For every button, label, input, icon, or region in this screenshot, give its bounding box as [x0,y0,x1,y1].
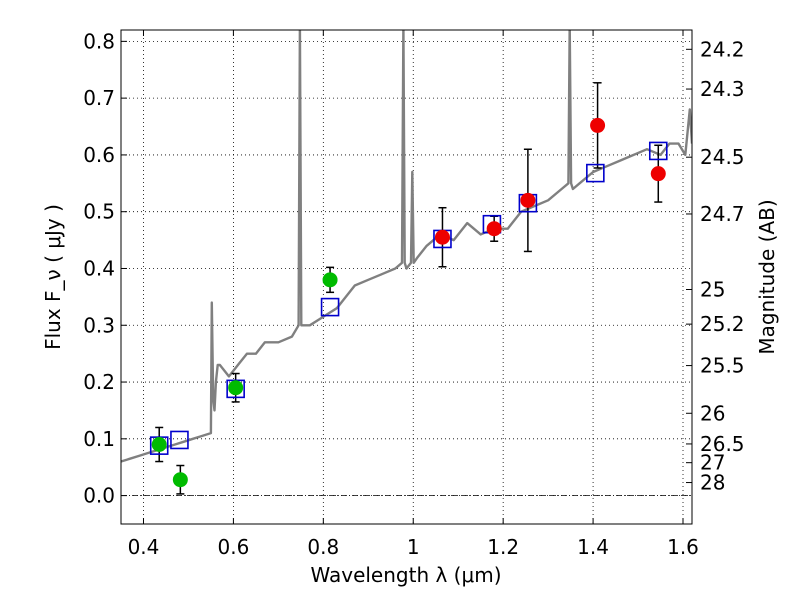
magnitude-tick-label: 25 [700,277,725,301]
magnitude-tick-label: 26.5 [700,432,745,456]
x-tick-label: 1 [407,535,420,559]
observed-point [322,272,338,288]
y-tick-label: 0.7 [83,86,115,110]
plot-frame [120,29,693,525]
magnitude-tick-label: 24.2 [700,37,745,61]
model-point [648,141,668,161]
spectrum-line [121,30,692,463]
model-photometry-points [149,141,668,455]
y-tick-labels: 0.0 0.1 0.2 0.3 0.4 0.5 0.6 0.7 0.8 [83,29,115,507]
x-tick-label: 1.6 [667,535,699,559]
y-tick-label: 0.4 [83,256,115,280]
observed-point [434,229,450,245]
observed-point [650,166,666,182]
model-point [586,163,605,183]
magnitude-tick-label: 24.7 [700,202,745,226]
observed-point [486,221,502,237]
y-tick-label: 0.3 [83,313,115,337]
x-tick-label: 0.4 [128,535,160,559]
magnitude-tick-label: 27 [700,451,725,475]
magnitude-axis-label: Magnitude (AB) [755,199,779,354]
magnitude-tick-label: 24.5 [700,145,745,169]
y-tick-label: 0.1 [83,427,115,451]
observed-point [520,192,536,208]
model-point [170,430,189,450]
y-axis-label: Flux F_ν ( μJy ) [41,204,65,350]
model-point [320,297,340,317]
observed-point [590,117,606,133]
x-axis-label: Wavelength λ (μm) [310,563,501,587]
observed-point [151,437,167,453]
magnitude-tick-label: 28 [700,471,725,495]
y-tick-label: 0.2 [83,370,115,394]
x-tick-label: 0.8 [307,535,339,559]
magnitude-tick-label: 26 [700,401,725,425]
x-tick-label: 0.6 [217,535,249,559]
magnitude-tick-label: 24.3 [700,77,745,101]
x-tick-label: 1.4 [577,535,609,559]
y-tick-label: 0.8 [83,29,115,53]
magnitude-tick-label: 25.2 [700,312,745,336]
observed-point [228,380,244,396]
observed-point [172,472,188,488]
observed-points [151,117,666,488]
y-tick-label: 0.6 [83,143,115,167]
magnitude-tick-label: 25.5 [700,354,745,378]
x-tick-labels: 0.4 0.6 0.8 1 1.2 1.4 1.6 [128,535,699,559]
axis-ticks [121,30,692,524]
x-tick-label: 1.2 [487,535,519,559]
plot-area [121,30,692,495]
y-tick-label: 0.5 [83,200,115,224]
y-tick-label: 0.0 [83,484,115,508]
